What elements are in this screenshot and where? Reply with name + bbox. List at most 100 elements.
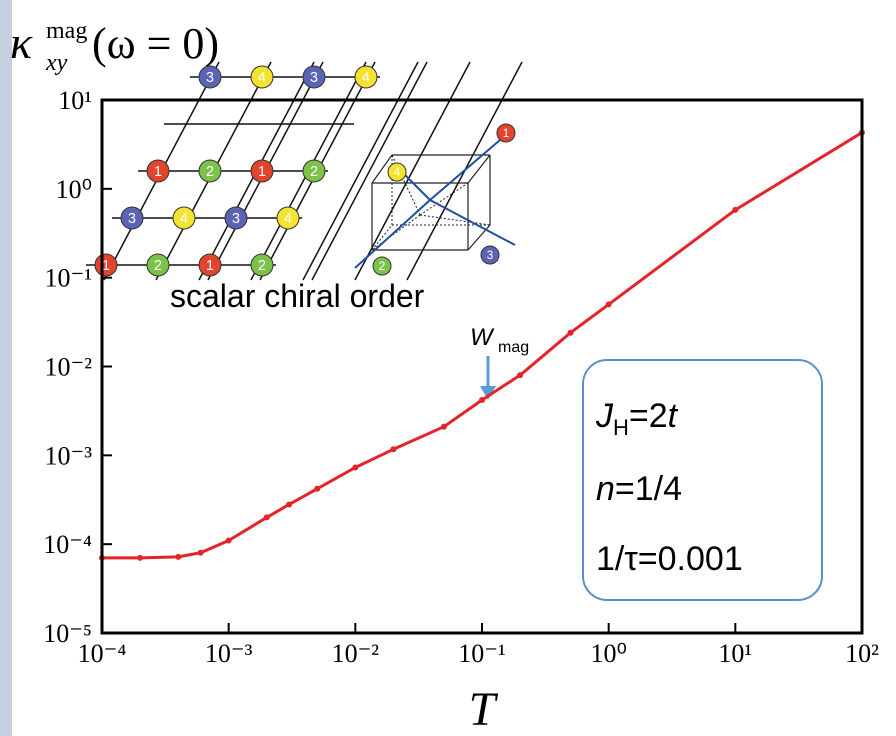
inset-caption: scalar chiral order [170,278,425,314]
site-label: 3 [206,70,214,86]
plot-frame [100,98,864,635]
site-label: 3 [310,70,318,86]
site [387,162,407,182]
x-tick-label: 10¹ [718,639,752,668]
site [496,123,516,143]
y-axis-symbol: κ [10,17,33,68]
x-tick-label: 10⁻¹ [458,639,506,668]
data-point [440,423,447,430]
site [250,159,274,183]
parameter-line: n=1/4 [596,470,682,508]
y-axis-superscript: mag [46,18,87,44]
param-text: =1/4 [615,470,682,508]
site-label: 2 [258,258,266,274]
y-tick-label: 10¹ [58,86,92,115]
site [198,253,222,277]
site-label: 4 [394,166,401,179]
parameter-line: JH=2t [595,397,679,440]
cube-diag [419,214,491,226]
site [198,65,222,89]
data-point [567,329,574,336]
site [372,256,392,276]
y-tick-label: 10⁻² [44,353,92,382]
site-label: 2 [206,164,214,180]
data-point [390,446,397,453]
site-label: 2 [379,260,386,273]
site [276,206,300,230]
site-label: 4 [180,211,188,227]
site [250,253,274,277]
y-axis-argument: (ω = 0) [92,19,219,68]
site [354,65,378,89]
data-point [732,206,739,213]
site-label: 4 [284,211,292,227]
lattice-line [354,61,471,281]
site [480,245,500,265]
data-point [286,501,293,508]
parameter-lines: JH=2t n=1/4 1/τ=0.001 [595,397,743,578]
y-tick-label: 10⁻¹ [44,264,92,293]
site [172,206,196,230]
y-tick-label: 10⁻⁵ [43,619,92,648]
site [302,65,326,89]
x-tick-label: 10⁻³ [205,639,253,668]
site [302,159,326,183]
y-tick-label: 10⁰ [56,175,92,204]
site-label: 2 [154,258,162,274]
inset: 3 4 3 4 1 2 1 2 3 4 3 4 1 2 1 2 1 2 3 4 [86,61,523,281]
param-subscript: H [613,415,629,440]
side-strip [0,0,12,736]
marker-label: W [470,324,495,351]
spin-arrow [354,199,431,269]
site-label: 1 [102,258,110,274]
data-point [517,372,524,379]
site-label: 4 [258,70,266,86]
y-tick-label: 10⁻³ [44,441,92,470]
cube-edge [371,154,393,184]
site-label: 2 [310,164,318,180]
site-label: 1 [503,127,510,140]
data-point [352,464,359,471]
parameter-line: 1/τ=0.001 [596,540,743,578]
marker-arrowhead [480,386,496,400]
cube-edge [467,154,491,184]
site [250,65,274,89]
y-axis-subscript: xy [45,50,68,76]
x-tick-label: 10⁰ [590,639,626,668]
data-point [263,514,270,521]
site [120,206,144,230]
site [146,253,170,277]
lattice-line [311,61,428,281]
param-symbol: t [668,397,679,435]
param-symbol: J [595,397,614,435]
site-label: 1 [206,258,214,274]
spin-arrow [429,139,501,201]
site [224,206,248,230]
data-point [197,549,204,556]
cube-diag [371,224,393,251]
site-label: 3 [128,211,136,227]
cube-diag [391,154,421,216]
x-tick-label: 10⁻² [332,639,380,668]
param-symbol: n [596,470,615,508]
x-tick-label: 10² [845,639,879,668]
x-tick-label: 10⁻⁴ [78,639,127,668]
parameter-box [582,359,823,601]
site-label: 3 [232,211,240,227]
y-tick-label: 10⁻⁴ [43,530,92,559]
x-axis-label: T [469,683,499,736]
data-point [479,396,485,403]
data-point [175,553,182,560]
marker-subscript: mag [498,339,529,356]
site-label: 1 [154,164,162,180]
lattice-line [302,61,419,281]
site [198,159,222,183]
data-point [314,485,321,492]
spin-arrow [429,199,516,246]
data-point [137,554,144,561]
site-label: 4 [362,70,370,86]
param-text: =2 [629,397,668,435]
site [146,159,170,183]
